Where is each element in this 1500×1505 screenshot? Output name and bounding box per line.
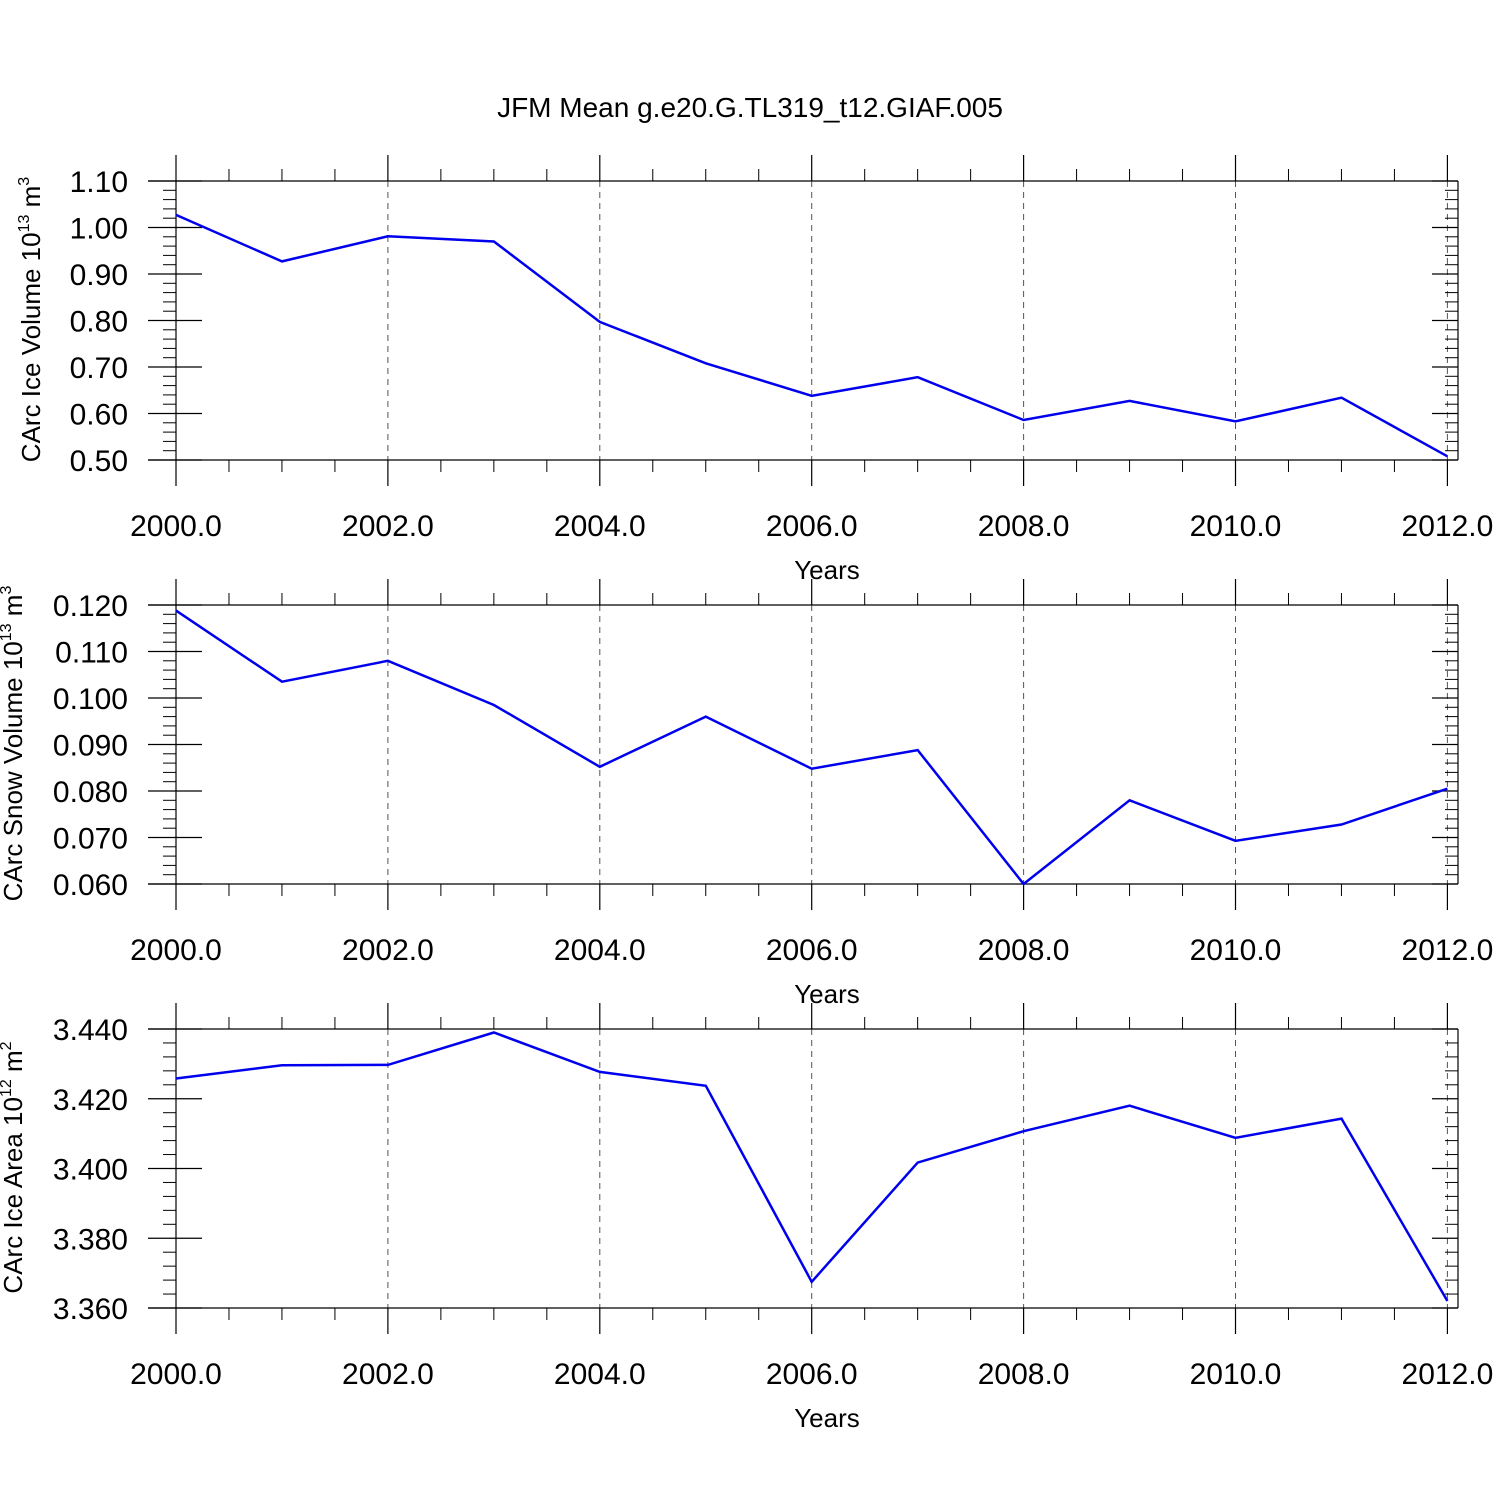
y-axis-title: CArc Ice Volume 1013 m3 <box>16 177 46 462</box>
y-tick-label: 0.90 <box>70 259 128 292</box>
x-tick-label: 2002.0 <box>342 934 434 967</box>
y-tick-label: 3.400 <box>53 1154 128 1187</box>
series-line <box>175 213 1449 458</box>
y-axis-title: CArc Snow Volume 1013 m3 <box>0 586 28 902</box>
x-axis-title: Years <box>794 979 860 1009</box>
series-line <box>175 609 1448 886</box>
y-tick-label: 1.10 <box>70 166 128 199</box>
y-tick-label: 0.100 <box>53 683 128 716</box>
chart-panel-2: 2000.0 2002.0 2004.0 2006.0 2008.0 2010.0 2012… <box>0 579 1493 1009</box>
x-tick-label: 2006.0 <box>766 510 858 543</box>
y-axis-title: CArc Ice Area 1012 m2 <box>0 1041 28 1293</box>
chart-panel-1: 2000.0 2002.0 2004.0 2006.0 2008.0 2010.0 2012… <box>16 155 1493 585</box>
y-tick-label: 3.360 <box>53 1293 128 1326</box>
x-tick-label: 2006.0 <box>766 934 858 967</box>
x-tick-label: 2008.0 <box>978 934 1070 967</box>
x-tick-label: 2012.0 <box>1402 934 1494 967</box>
x-tick-label: 2012.0 <box>1402 510 1494 543</box>
x-tick-label: 2010.0 <box>1190 934 1282 967</box>
x-tick-label: 2010.0 <box>1190 510 1282 543</box>
chart-title: JFM Mean g.e20.G.TL319_t12.GIAF.005 <box>497 92 1003 123</box>
x-tick-label: 2004.0 <box>554 1358 646 1391</box>
y-tick-label: 1.00 <box>70 213 128 246</box>
x-tick-label: 2008.0 <box>978 510 1070 543</box>
x-tick-label: 2004.0 <box>554 934 646 967</box>
y-tick-label: 0.110 <box>55 637 128 670</box>
y-tick-label: 0.60 <box>70 399 128 432</box>
x-tick-label: 2004.0 <box>554 510 646 543</box>
x-tick-label: 2000.0 <box>130 1358 222 1391</box>
x-tick-label: 2006.0 <box>766 1358 858 1391</box>
y-tick-label: 0.70 <box>70 352 128 385</box>
x-axis-title: Years <box>794 1403 860 1433</box>
x-tick-label: 2010.0 <box>1190 1358 1282 1391</box>
y-tick-label: 3.440 <box>53 1014 128 1047</box>
y-tick-label: 0.80 <box>70 306 128 339</box>
x-tick-label: 2008.0 <box>978 1358 1070 1391</box>
series-line <box>175 1031 1449 1302</box>
x-tick-label: 2002.0 <box>342 1358 434 1391</box>
y-tick-label: 0.120 <box>53 590 128 623</box>
y-tick-label: 0.50 <box>70 445 128 478</box>
x-tick-label: 2000.0 <box>130 934 222 967</box>
y-tick-label: 3.380 <box>53 1223 128 1256</box>
y-tick-label: 0.080 <box>53 776 128 809</box>
y-tick-label: 0.070 <box>53 823 128 856</box>
chart-panel-3: 2000.0 2002.0 2004.0 2006.0 2008.0 2010.0 2012… <box>0 1003 1493 1433</box>
y-tick-label: 0.060 <box>53 869 128 902</box>
x-tick-label: 2012.0 <box>1402 1358 1494 1391</box>
x-tick-label: 2000.0 <box>130 510 222 543</box>
y-tick-label: 3.420 <box>53 1084 128 1117</box>
y-tick-label: 0.090 <box>53 730 128 763</box>
x-tick-label: 2002.0 <box>342 510 434 543</box>
x-axis-title: Years <box>794 555 860 585</box>
